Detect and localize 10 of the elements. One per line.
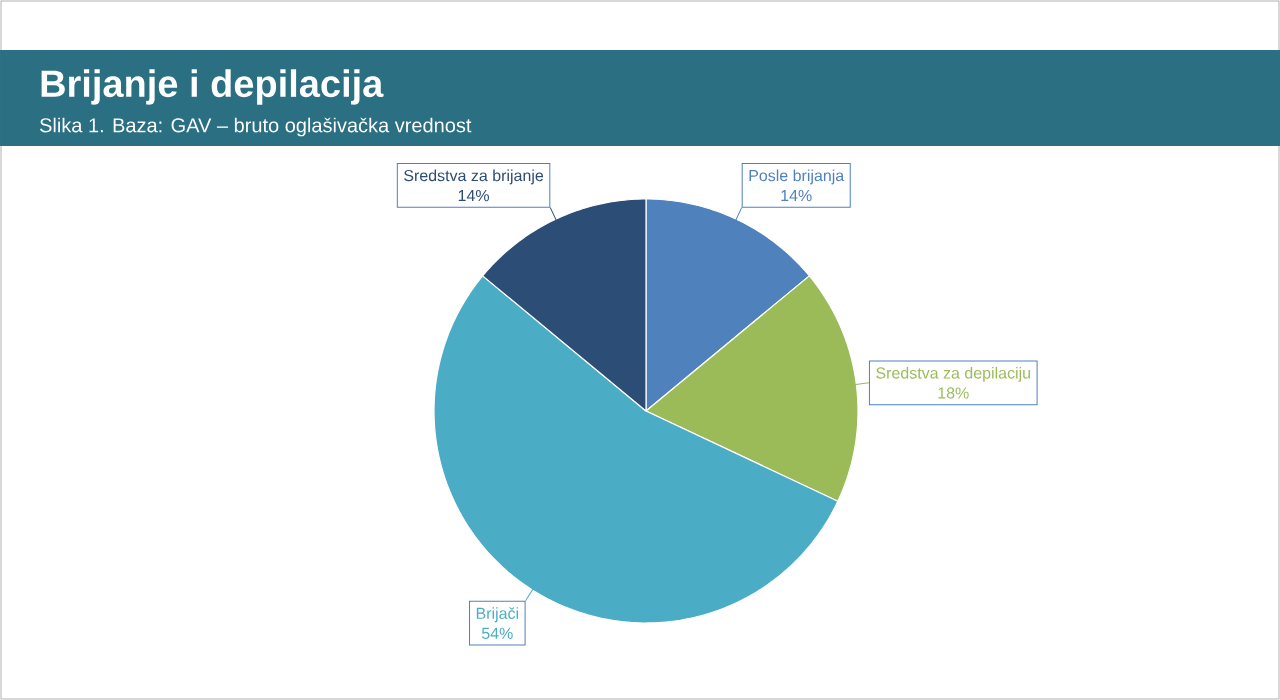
slice-label: Posle brijanja: [749, 169, 845, 185]
data-label: 14%: [781, 189, 812, 202]
chart-subtitle: Slika 1. Baza: GAV – bruto oglašivačka vrednost: [39, 117, 472, 137]
slice-label: Brijači: [476, 607, 519, 623]
data-label: 18%: [938, 387, 969, 399]
slice-label: Sredstva za brijanje: [404, 169, 544, 185]
chart-title: Brijanje i depilacija: [41, 69, 384, 105]
data-label: 14%: [458, 189, 489, 202]
slice-label: Sredstva za depilaciju: [876, 366, 1030, 382]
data-label: 54%: [481, 627, 513, 640]
